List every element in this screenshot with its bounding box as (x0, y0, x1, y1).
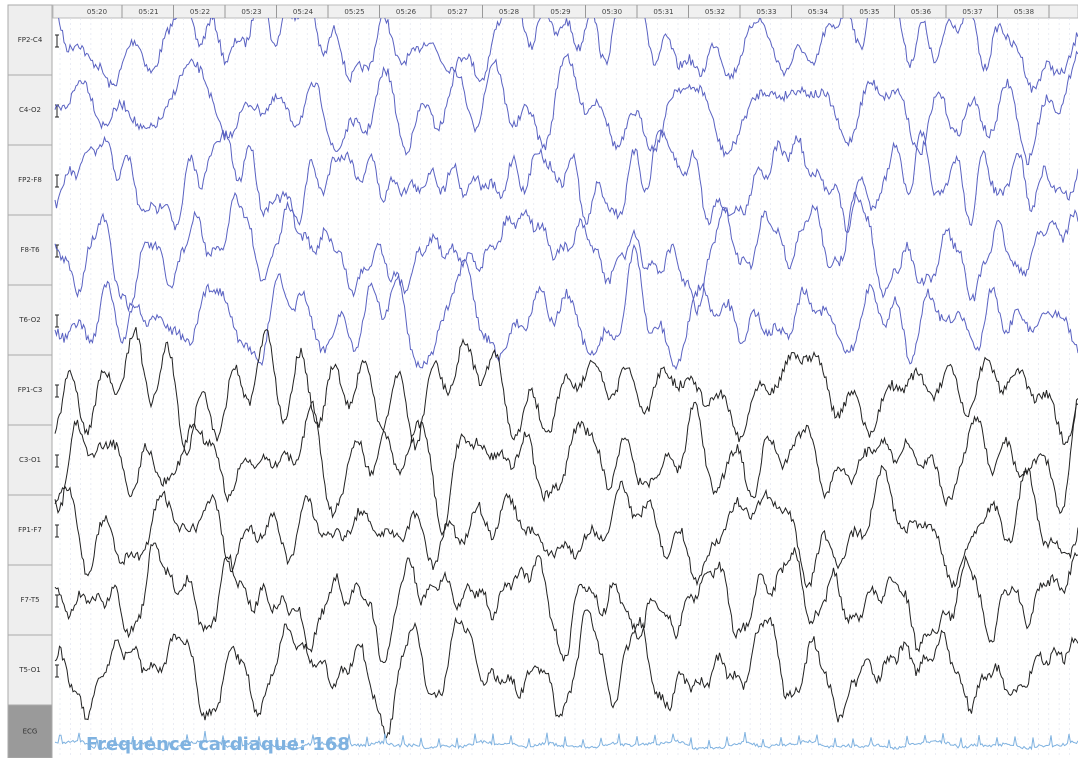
grid: 05:20 05:21 05:22 05:23 05:24 05:25 05:26 05:27… (59, 5, 1070, 758)
eeg-trace (54, 129, 1078, 234)
time-label: 05:22 (190, 8, 210, 16)
time-label: 05:34 (808, 8, 829, 16)
time-label: 05:38 (1014, 8, 1034, 16)
eeg-trace (58, 18, 1078, 93)
eeg-trace (54, 464, 1078, 589)
channel-box (7, 564, 53, 636)
time-label: 05:20 (87, 8, 107, 16)
time-label: 05:36 (911, 8, 932, 16)
channel-label: F8-T6 (20, 246, 40, 254)
scale-bar (55, 454, 59, 468)
scale-bar (55, 594, 59, 608)
channel-label: C3-O1 (19, 456, 41, 464)
scale-bar (55, 664, 59, 678)
channel-box (7, 214, 53, 286)
eeg-trace (54, 398, 1078, 537)
time-label: 05:35 (859, 8, 879, 16)
channel-label: T6-O2 (18, 316, 40, 324)
channel-label: FP2-F8 (18, 176, 42, 184)
time-label: 05:23 (241, 8, 261, 16)
time-label: 05:21 (138, 8, 158, 16)
time-label: 05:37 (962, 8, 982, 16)
time-label: 05:24 (293, 8, 314, 16)
eeg-trace (54, 542, 1078, 664)
channel-label: C4-O2 (19, 106, 41, 114)
eeg-trace (54, 191, 1078, 317)
channel-label: FP1-C3 (18, 386, 43, 394)
channel-box (7, 4, 53, 76)
heart-rate: Frequence cardiaque: 168 (86, 734, 350, 755)
channel-box (7, 144, 53, 216)
scale-bar (55, 314, 59, 328)
scale-bar (55, 174, 59, 188)
channel-label: FP1-F7 (18, 526, 42, 534)
time-label: 05:26 (396, 8, 417, 16)
time-label: 05:28 (499, 8, 519, 16)
channel-labels: FP2-C4 C4-O2 FP2-F8 F8-T6 T6-O2 FP1-C3 C3-O1 FP… (7, 4, 59, 758)
eeg-trace (54, 609, 1078, 739)
scale-bar (55, 524, 59, 538)
channel-box (7, 354, 53, 426)
channel-box (7, 634, 53, 706)
channel-box (7, 74, 53, 146)
scale-bar (55, 34, 59, 48)
channel-label: ECG (23, 728, 38, 736)
time-label: 05:33 (756, 8, 776, 16)
time-label: 05:31 (653, 8, 673, 16)
eeg-trace (54, 730, 1078, 752)
scale-bar (55, 384, 59, 398)
traces (54, 18, 1078, 752)
channel-label: T5-O1 (18, 666, 40, 674)
time-label: 05:30 (602, 8, 622, 16)
time-ruler (52, 4, 1078, 19)
channel-box (7, 704, 53, 758)
eeg-trace (54, 50, 1078, 166)
eeg-trace (54, 327, 1078, 457)
eeg-trace (54, 243, 1078, 371)
time-label: 05:25 (344, 8, 364, 16)
time-label: 05:27 (447, 8, 467, 16)
channel-box (7, 284, 53, 356)
time-label: 05:29 (550, 8, 570, 16)
channel-label: F7-T5 (20, 596, 39, 604)
time-label: 05:32 (705, 8, 725, 16)
channel-label: FP2-C4 (18, 36, 43, 44)
